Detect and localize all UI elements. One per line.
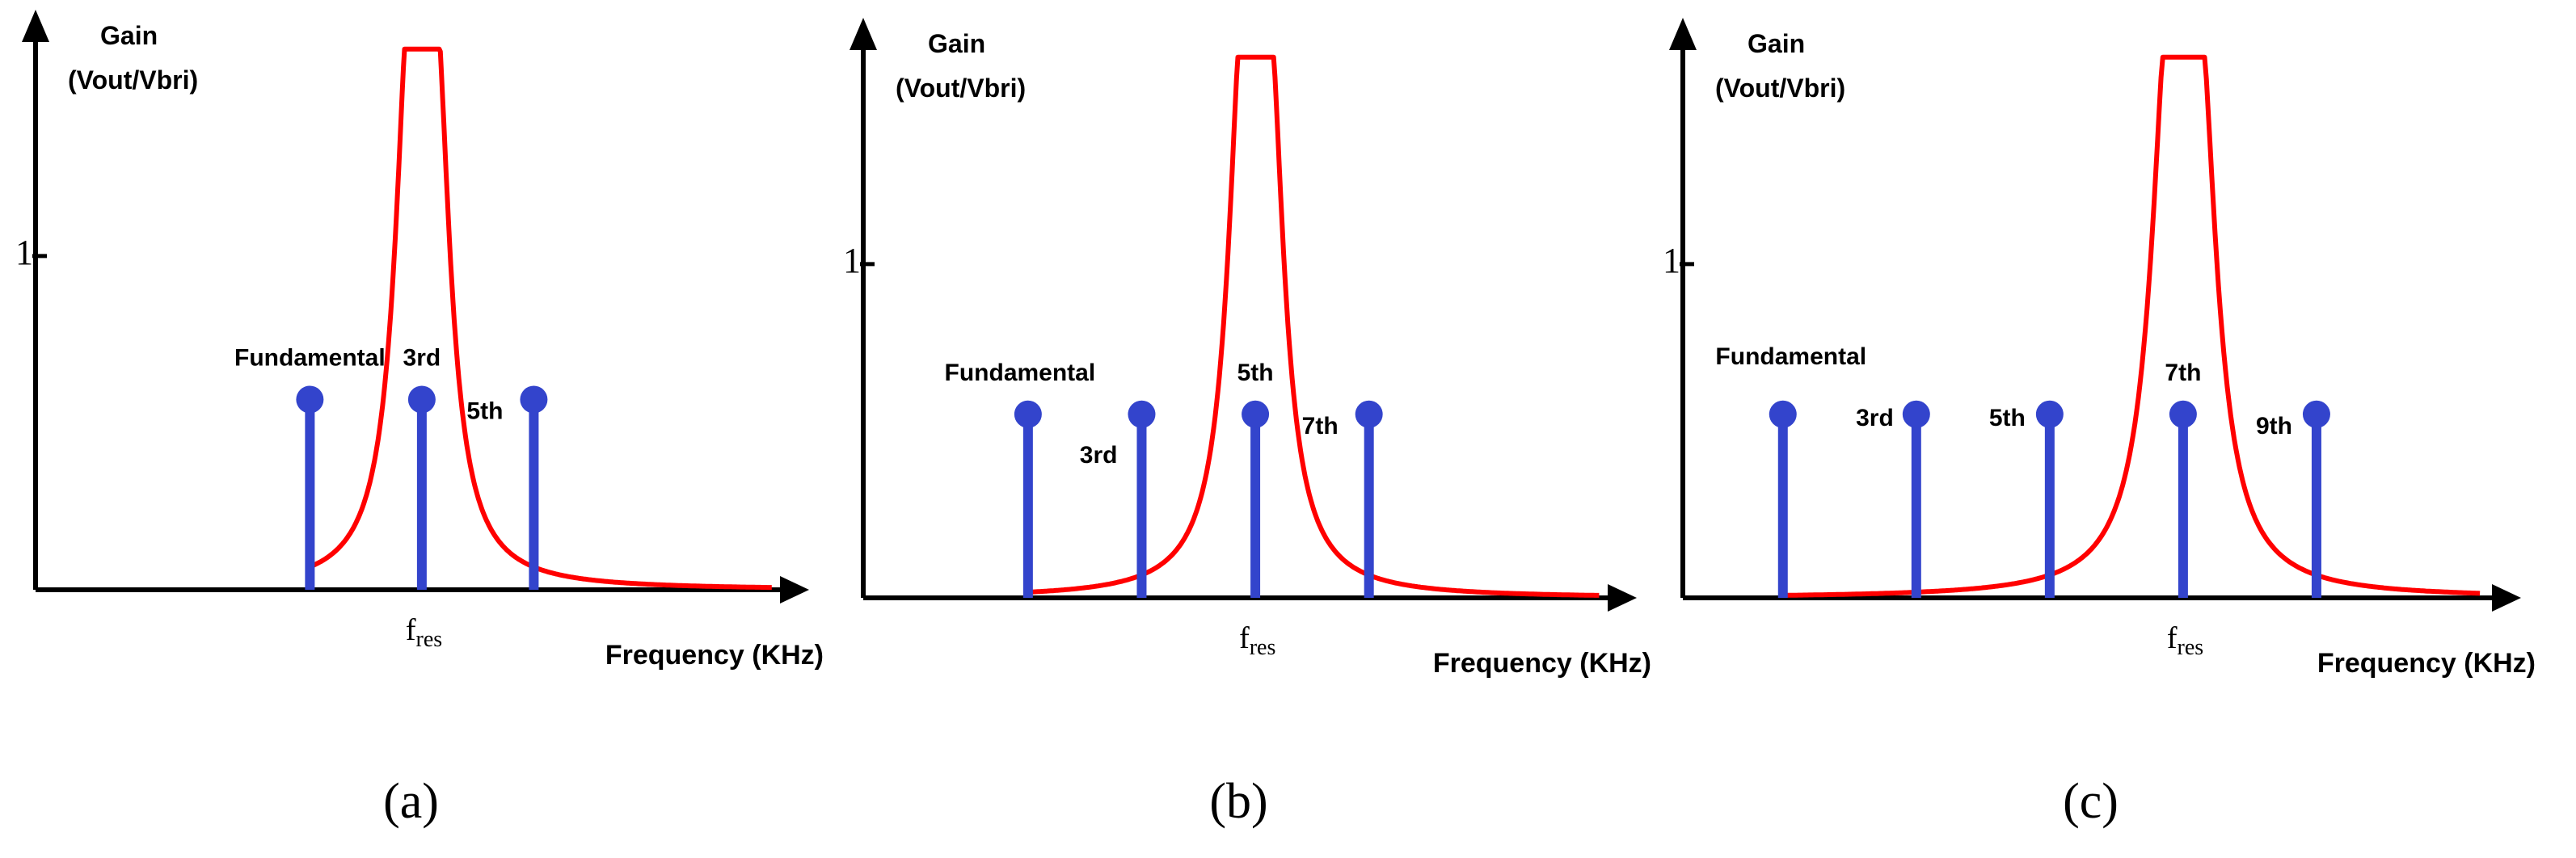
harmonic-marker: [520, 385, 548, 414]
harmonic-label: 3rd: [1856, 405, 1894, 431]
fres-label: fres: [1239, 621, 1275, 660]
x-axis-label: Frequency (KHz): [1433, 648, 1651, 679]
panel-label: (b): [1209, 774, 1267, 829]
harmonic-marker: [407, 385, 436, 414]
y-axis-arrow-icon: [850, 18, 877, 50]
harmonic-marker: [1355, 400, 1383, 428]
harmonic-marker: [1242, 400, 1270, 428]
harmonic-label: 7th: [1302, 413, 1339, 440]
harmonic-label: 5th: [1989, 405, 2026, 431]
harmonic-label: 9th: [2256, 413, 2292, 440]
panel-c: 1 Gain (Vout/Vbri) Frequency (KHz) Fundament…: [1663, 18, 2536, 829]
resonance-curve: [1781, 54, 2481, 598]
fres-main: f: [406, 613, 416, 647]
y-tick-label: 1: [15, 233, 33, 272]
panel-b: 1 Gain (Vout/Vbri) Frequency (KHz) Fundament…: [843, 18, 1651, 829]
harmonic-label: 5th: [1237, 360, 1274, 386]
fres-subscript: res: [416, 627, 443, 652]
panel-a: 1 Gain (Vout/Vbri) Frequency (KHz) Fundament…: [15, 10, 824, 829]
fres-main: f: [1239, 621, 1250, 655]
harmonic-marker: [1014, 400, 1042, 428]
fres-subscript: res: [1250, 635, 1276, 660]
panel-label: (c): [2063, 774, 2119, 829]
y-axis-arrow-icon: [22, 10, 49, 42]
fres-label: fres: [2167, 621, 2203, 660]
harmonic-label: 7th: [2165, 360, 2201, 386]
panel-label: (a): [383, 774, 439, 829]
x-axis-arrow-icon: [2492, 584, 2521, 612]
resonance-curve: [1027, 54, 1600, 598]
harmonic-marker: [1769, 400, 1797, 428]
harmonic-label: 3rd: [1080, 442, 1118, 469]
y-axis-label-ratio: (Vout/Vbri): [1715, 74, 1845, 103]
y-tick-label: 1: [843, 241, 861, 280]
y-axis-label-gain: Gain: [1748, 29, 1805, 58]
harmonic-marker: [2302, 400, 2330, 428]
harmonic-marker: [2035, 400, 2064, 428]
fres-label: fres: [406, 613, 442, 652]
y-axis-label-ratio: (Vout/Vbri): [896, 74, 1026, 103]
harmonic-label: Fundamental: [945, 360, 1096, 386]
y-axis-label-gain: Gain: [100, 21, 158, 50]
harmonic-marker: [1902, 400, 1930, 428]
x-axis-arrow-icon: [1608, 584, 1637, 612]
y-axis-arrow-icon: [1669, 18, 1697, 50]
harmonic-label: 5th: [466, 397, 503, 424]
x-axis-label: Frequency (KHz): [605, 640, 824, 671]
harmonic-marker: [296, 385, 324, 414]
resonance-curve: [308, 46, 774, 591]
y-tick-label: 1: [1663, 241, 1680, 280]
harmonic-label: Fundamental: [234, 344, 386, 371]
fres-subscript: res: [2178, 635, 2204, 660]
x-axis-label: Frequency (KHz): [2317, 648, 2536, 679]
harmonic-marker: [2169, 400, 2197, 428]
y-axis-label-gain: Gain: [928, 29, 985, 58]
x-axis-arrow-icon: [780, 576, 809, 604]
y-axis-label-ratio: (Vout/Vbri): [68, 65, 198, 95]
harmonic-label: Fundamental: [1715, 343, 1866, 370]
fres-main: f: [2167, 621, 2178, 655]
harmonic-marker: [1128, 400, 1156, 428]
harmonic-label: 3rd: [403, 344, 441, 371]
